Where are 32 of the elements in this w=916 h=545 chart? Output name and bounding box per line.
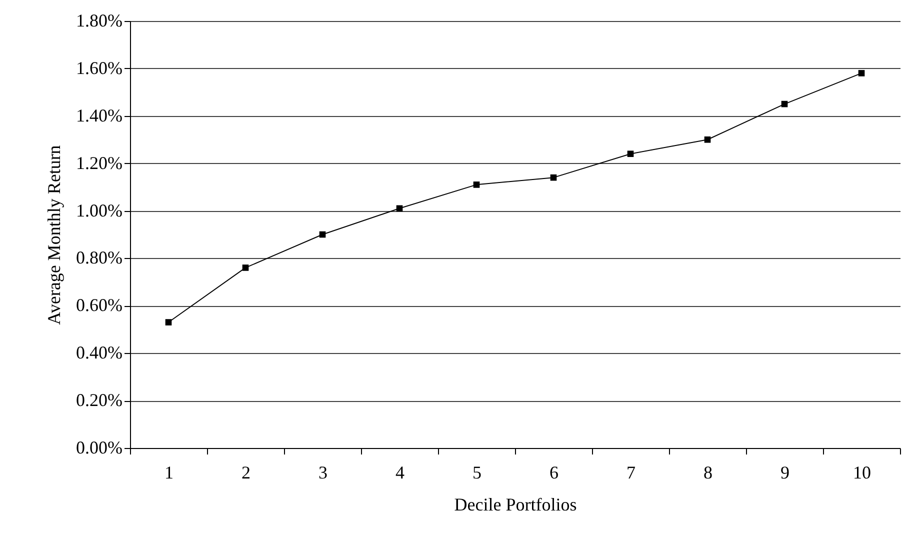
point [858,70,865,76]
y-tick-label: 0.80% [76,248,122,268]
x-tick-label: 6 [550,462,558,482]
x-tick-label: 8 [704,462,712,482]
x-tick-label: 2 [242,462,250,482]
x-tick-label: 3 [318,462,328,482]
x-tick-label: 4 [396,462,404,482]
point [396,205,403,212]
x-tick-label: 9 [780,462,790,482]
y-tick-label: 1.00% [76,200,122,220]
y-tick-label: 0.00% [76,438,122,458]
y-tick-label: 0.60% [76,295,122,316]
point [704,136,711,143]
point [319,231,326,238]
y-tick-label: 0.40% [76,342,122,363]
x-tick-label: 10 [853,462,871,482]
y-tick-label: 1.60% [76,58,122,78]
x-tick-label: 7 [626,462,636,482]
point [627,150,634,158]
y-tick-label: 1.40% [76,105,122,126]
y-axis-title: Average Monthly Return [44,145,64,325]
point [550,174,557,181]
point [473,182,480,188]
x-axis-title: Decile Portfolios [454,494,577,514]
point [781,100,788,108]
point [242,264,249,271]
y-tick-label: 0.20% [76,390,122,410]
x-tick-label: 5 [472,462,482,482]
y-tick-label: 1.20% [76,152,122,173]
point [165,319,172,326]
x-tick-label: 1 [164,462,174,482]
y-tick-label: 1.80% [76,10,122,30]
